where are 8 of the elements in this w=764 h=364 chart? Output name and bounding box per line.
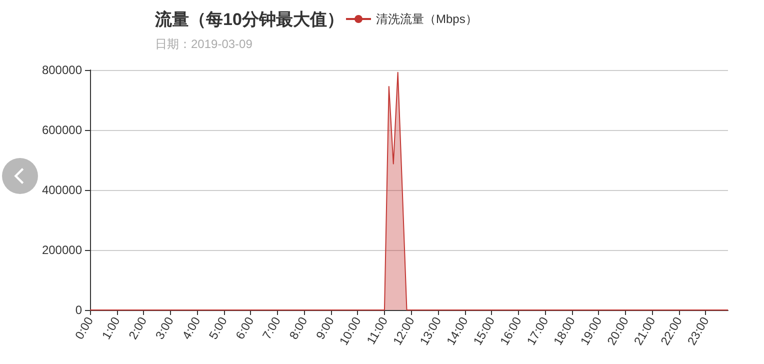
- legend-label: 清洗流量（Mbps）: [376, 12, 478, 26]
- y-tick-label: 800000: [42, 63, 82, 77]
- y-tick-label: 600000: [42, 123, 82, 137]
- y-tick-label: 400000: [42, 183, 82, 197]
- y-tick-label: 0: [75, 303, 82, 317]
- chart-subtitle: 日期：2019-03-09: [155, 37, 253, 51]
- y-tick-label: 200000: [42, 243, 82, 257]
- chart-title: 流量（每10分钟最大值）: [154, 10, 344, 29]
